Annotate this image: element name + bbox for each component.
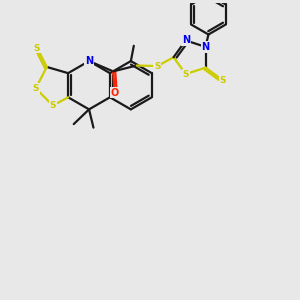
Text: N: N — [201, 42, 210, 52]
Text: N: N — [182, 35, 190, 45]
Text: S: S — [219, 76, 226, 85]
Text: S: S — [154, 61, 161, 70]
Text: S: S — [32, 84, 39, 93]
Text: S: S — [182, 70, 189, 79]
Text: O: O — [110, 88, 119, 98]
Text: N: N — [85, 56, 93, 66]
Text: S: S — [34, 44, 40, 52]
Text: S: S — [50, 101, 56, 110]
